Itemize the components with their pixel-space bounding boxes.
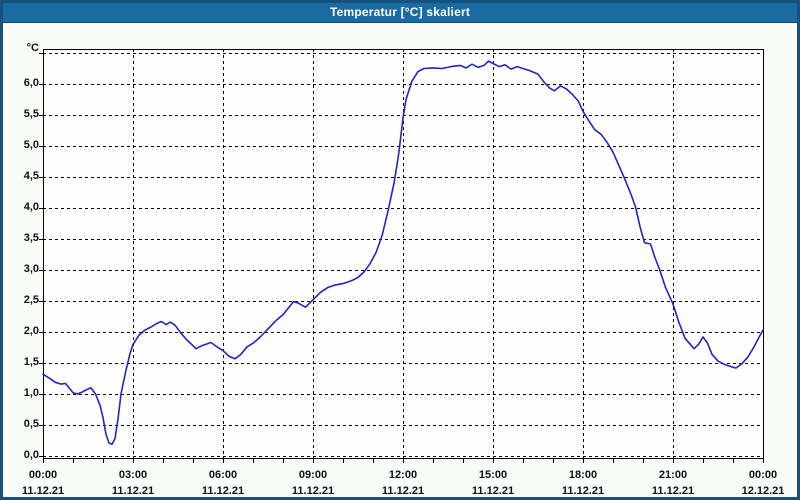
y-tick-label: 6,0	[23, 77, 39, 89]
titlebar: Temperatur [°C] skaliert	[3, 3, 797, 23]
x-tick-date-label: 11.12.21	[651, 485, 695, 497]
x-tick-date-label: 11.12.21	[381, 485, 425, 497]
x-tick-date-label: 11.12.21	[21, 485, 65, 497]
y-axis-unit-label: °C	[26, 42, 39, 54]
y-tick-label: 1,0	[23, 387, 39, 399]
window-title: Temperatur [°C] skaliert	[329, 5, 471, 19]
plot-border	[43, 49, 764, 459]
y-tick-label: 5,0	[23, 139, 39, 151]
y-tick-label: 0,5	[23, 418, 39, 430]
y-tick-label: 4,0	[23, 201, 39, 213]
x-tick-time-label: 09:00	[298, 469, 328, 481]
x-tick-time-label: 12:00	[388, 469, 418, 481]
y-tick-label: 2,5	[23, 294, 39, 306]
y-tick-label: 0,0	[23, 449, 39, 461]
x-tick-date-label: 11.12.21	[201, 485, 245, 497]
temperature-line	[42, 60, 764, 445]
plot-canvas[interactable]	[3, 3, 800, 500]
x-tick-date-label: 12.12.21	[741, 485, 785, 497]
x-tick-date-label: 11.12.21	[471, 485, 515, 497]
y-tick-label: 3,0	[23, 263, 39, 275]
chart-area[interactable]: °C 0,0 0,5 1,0 1,5 2,0 2,5 3,0 3,5 4,0 4,5 5,0 5,5 6,…	[3, 3, 800, 500]
x-tick-time-label: 18:00	[568, 469, 598, 481]
x-tick-time-label: 06:00	[208, 469, 238, 481]
x-tick-date-label: 11.12.21	[561, 485, 605, 497]
y-tick-label: 5,5	[23, 108, 39, 120]
x-tick-time-label: 03:00	[118, 469, 148, 481]
x-tick-time-label: 00:00	[748, 469, 778, 481]
x-tick-time-label: 21:00	[658, 469, 688, 481]
y-tick-label: 1,5	[23, 356, 39, 368]
x-tick-time-label: 15:00	[478, 469, 508, 481]
y-tick-label: 2,0	[23, 325, 39, 337]
y-tick-label: 3,5	[23, 232, 39, 244]
y-tick-label: 4,5	[23, 170, 39, 182]
x-tick-time-label: 00:00	[28, 469, 58, 481]
x-tick-date-label: 11.12.21	[111, 485, 155, 497]
x-tick-date-label: 11.12.21	[291, 485, 335, 497]
